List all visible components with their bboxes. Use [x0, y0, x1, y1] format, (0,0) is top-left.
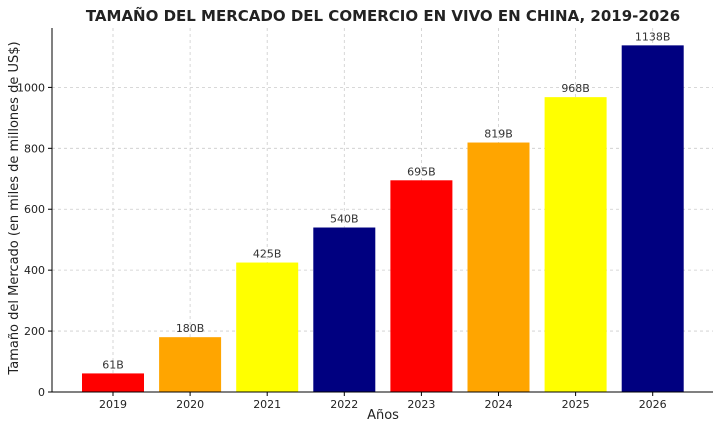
x-axis-label: Años — [367, 408, 399, 423]
bar-2019 — [82, 373, 144, 392]
bar-2020 — [159, 337, 222, 392]
x-tick-label-2021: 2021 — [253, 398, 281, 411]
y-axis-label: Tamaño del Mercado (en miles de millones… — [7, 41, 22, 375]
bar-2022 — [313, 227, 376, 392]
y-tick-label: 200 — [24, 325, 45, 338]
data-label-2019: 61B — [102, 358, 124, 371]
y-tick-label: 600 — [24, 203, 45, 216]
y-tick-label: 0 — [38, 386, 45, 399]
data-label-2022: 540B — [330, 213, 359, 226]
x-tick-label-2024: 2024 — [485, 398, 513, 411]
data-label-2023: 695B — [407, 165, 436, 178]
data-label-2025: 968B — [561, 82, 590, 95]
bar-2021 — [236, 262, 299, 392]
data-labels: 61B 180B 425B 540B 695B 819B 968B 1138B — [102, 30, 670, 371]
chart-title: TAMAÑO DEL MERCADO DEL COMERCIO EN VIVO … — [86, 6, 680, 25]
data-label-2021: 425B — [253, 248, 282, 261]
bar-2024 — [467, 142, 530, 392]
y-tick-label: 800 — [24, 142, 45, 155]
gridlines — [52, 28, 713, 393]
x-tick-label-2022: 2022 — [330, 398, 358, 411]
bar-2025 — [544, 97, 607, 392]
data-label-2020: 180B — [176, 322, 205, 335]
bar-2023 — [390, 180, 453, 392]
x-tick-label-2025: 2025 — [562, 398, 590, 411]
bars — [82, 45, 684, 393]
x-tick-label-2026: 2026 — [639, 398, 667, 411]
x-tick-label-2023: 2023 — [407, 398, 435, 411]
x-tick-label-2019: 2019 — [99, 398, 127, 411]
y-tick-label: 400 — [24, 264, 45, 277]
axes: 0 200 400 600 800 1000 2019 2020 2021 2022 2023 202… — [17, 28, 713, 411]
y-tick-label: 1000 — [17, 81, 45, 94]
data-label-2026: 1138B — [635, 30, 671, 43]
x-tick-label-2020: 2020 — [176, 398, 204, 411]
data-label-2024: 819B — [484, 128, 513, 141]
bar-2026 — [621, 45, 684, 393]
